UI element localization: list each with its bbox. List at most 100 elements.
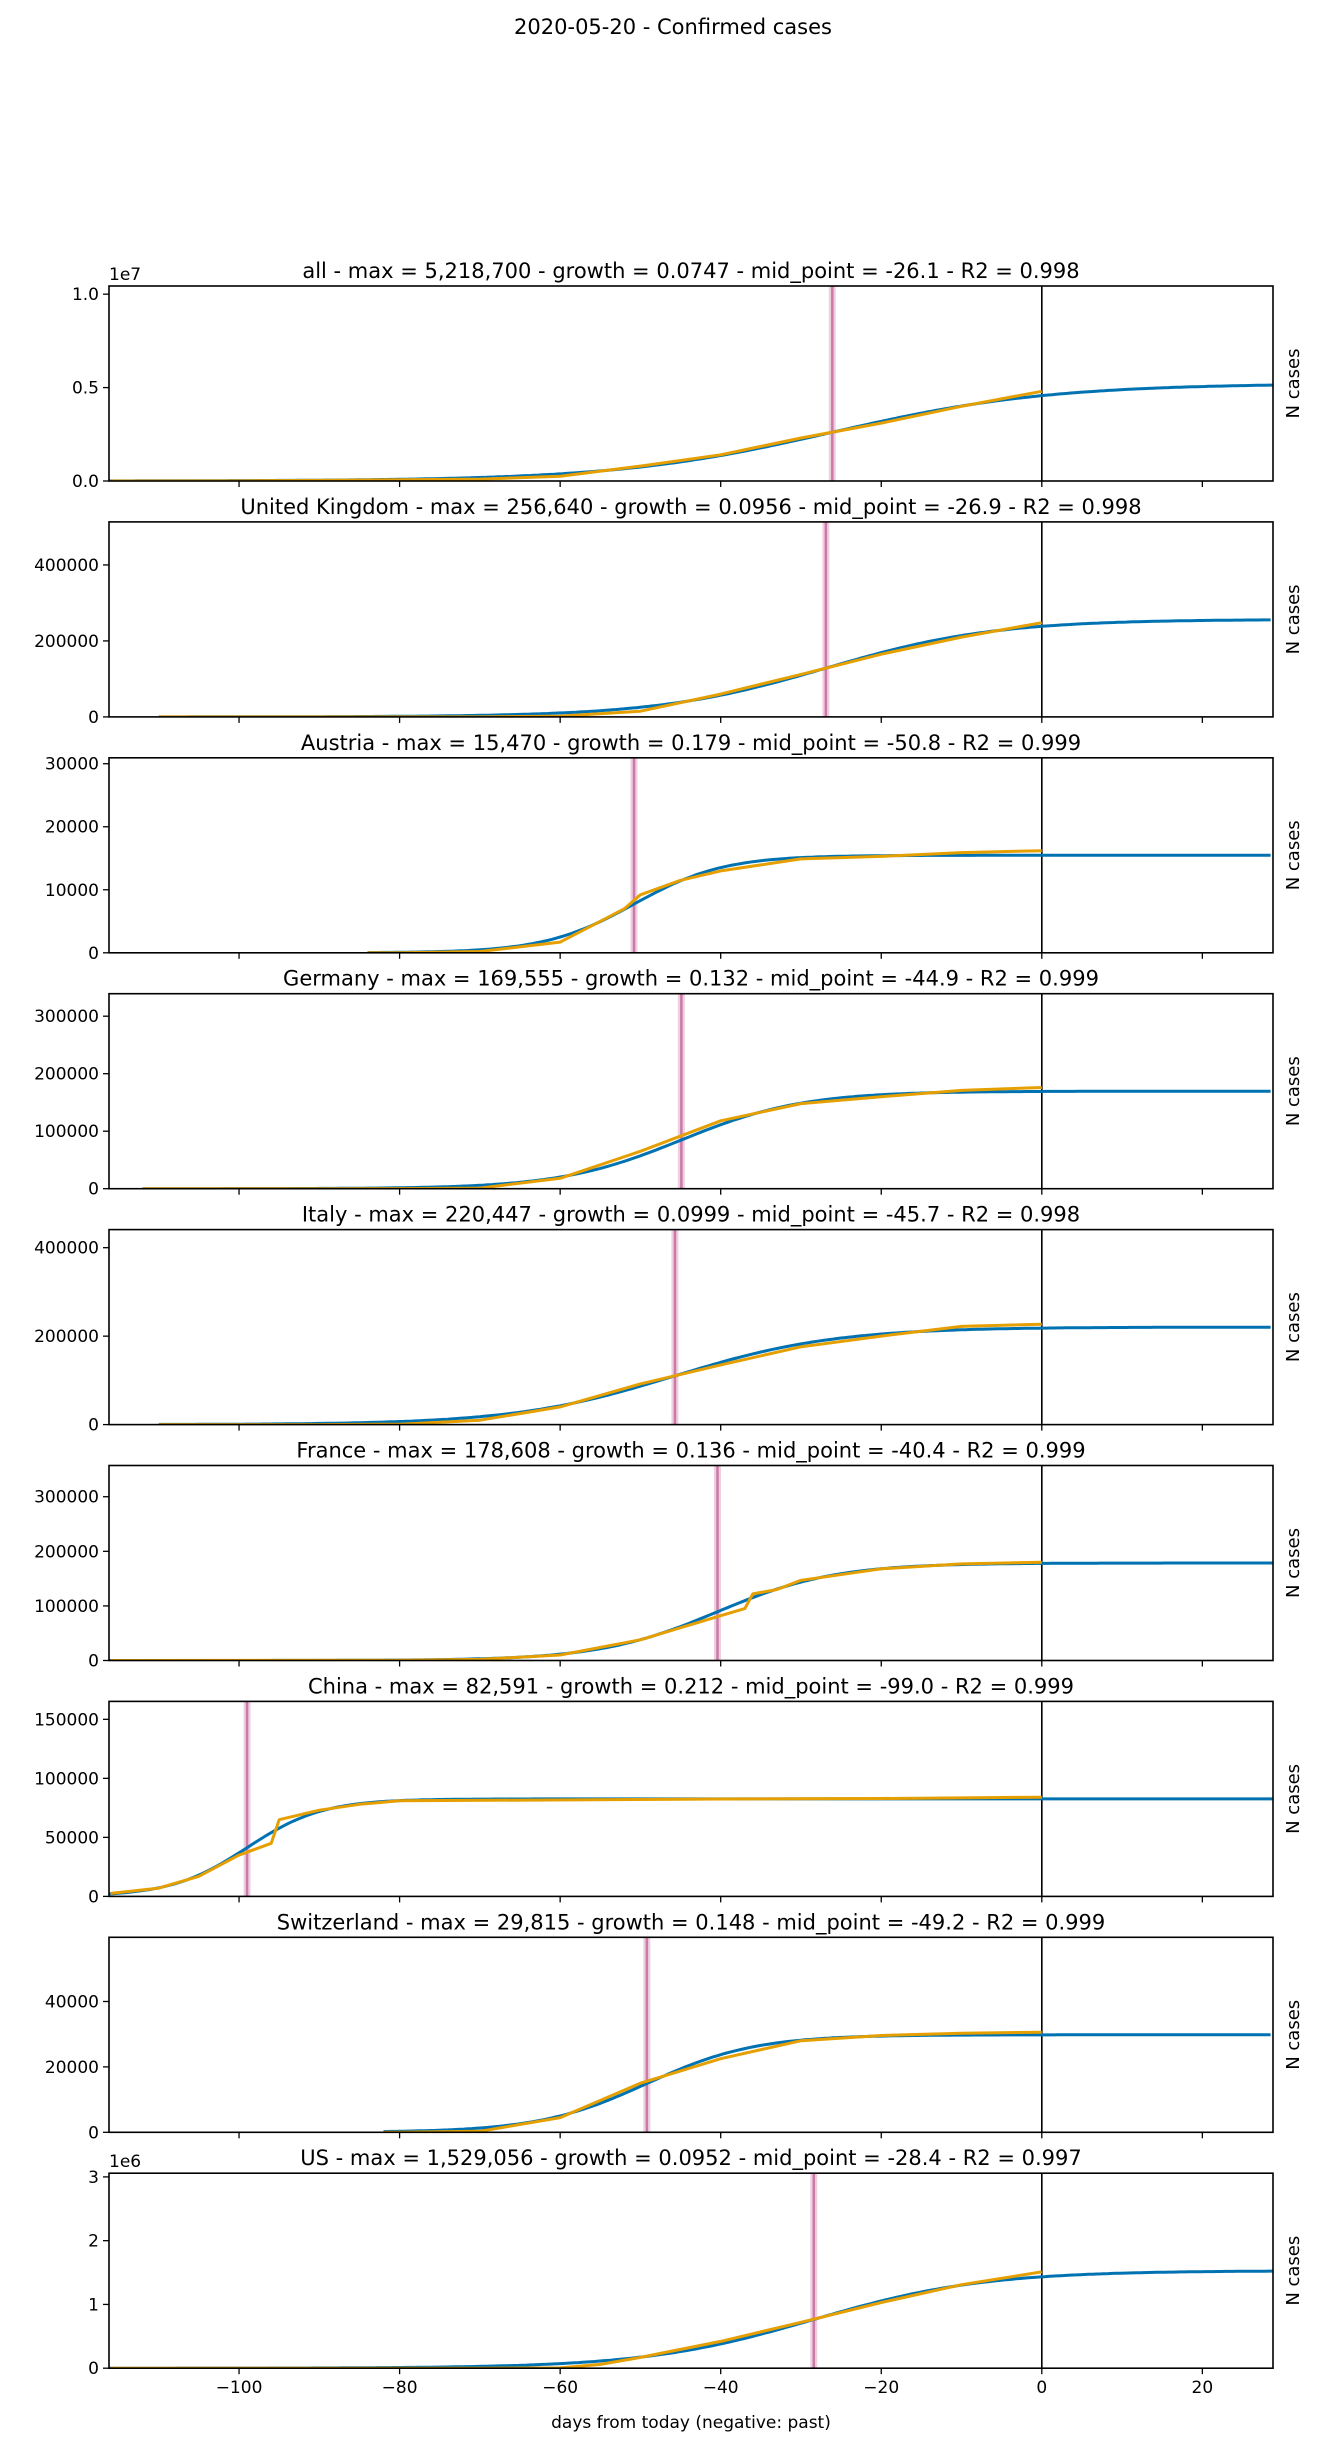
observed-curve [110, 1795, 1042, 1895]
plot-area [109, 286, 1273, 481]
y-axis-label: N cases [1283, 2236, 1304, 2306]
y-axis-label: N cases [1283, 1056, 1304, 1126]
x-tick-label: −80 [382, 2378, 418, 2398]
y-tick-label: 10000 [45, 881, 99, 901]
y-tick-label: 0.5 [72, 379, 99, 399]
y-offset-label: 1e6 [109, 2152, 141, 2172]
x-axis-label: days from today (negative: past) [551, 2413, 831, 2433]
subplot-title: Germany - max = 169,555 - growth = 0.132… [283, 967, 1099, 992]
observed-curve [110, 389, 1043, 481]
y-tick-label: 40000 [45, 1992, 99, 2012]
y-tick-label: 20000 [45, 2058, 99, 2078]
subplot: United Kingdom - max = 256,640 - growth … [34, 495, 1304, 728]
y-axis-label: N cases [1283, 1764, 1304, 1834]
y-tick-label: 400000 [34, 1239, 99, 1259]
y-tick-label: 0 [88, 1887, 99, 1907]
subplot: Switzerland - max = 29,815 - growth = 0.… [45, 1910, 1304, 2143]
subplot-title: China - max = 82,591 - growth = 0.212 - … [308, 1674, 1074, 1699]
subplot: US - max = 1,529,056 - growth = 0.0952 -… [88, 2146, 1304, 2398]
y-tick-label: 1.0 [72, 285, 99, 305]
y-tick-label: 0 [88, 944, 99, 964]
y-axis-label: N cases [1283, 820, 1304, 890]
fit-curve [109, 383, 1273, 481]
subplot-title: Austria - max = 15,470 - growth = 0.179 … [301, 731, 1081, 756]
y-tick-label: 0 [88, 708, 99, 728]
y-tick-label: 0 [88, 1652, 99, 1672]
subplot: China - max = 82,591 - growth = 0.212 - … [34, 1674, 1304, 1907]
axes-frame [108, 521, 1274, 718]
subplot-title: France - max = 178,608 - growth = 0.136 … [296, 1439, 1085, 1464]
y-tick-label: 0 [88, 1416, 99, 1436]
subplot-title: US - max = 1,529,056 - growth = 0.0952 -… [300, 2146, 1081, 2171]
y-tick-label: 0.0 [72, 472, 99, 492]
y-tick-label: 100000 [34, 1122, 99, 1142]
x-tick-label: 20 [1192, 2378, 1214, 2398]
plot-area [158, 521, 1271, 717]
subplot: Austria - max = 15,470 - growth = 0.179 … [45, 731, 1304, 964]
y-tick-label: 100000 [34, 1597, 99, 1617]
axes-frame [108, 756, 1274, 954]
observed-curve [110, 1560, 1042, 1661]
y-tick-label: 30000 [45, 755, 99, 775]
subplot: Italy - max = 220,447 - growth = 0.0999 … [34, 1203, 1304, 1436]
axes-frame [108, 1228, 1274, 1426]
subplot-title: all - max = 5,218,700 - growth = 0.0747 … [302, 259, 1079, 284]
x-tick-label: 0 [1036, 2378, 1047, 2398]
y-tick-label: 200000 [34, 1327, 99, 1347]
subplot-title: Switzerland - max = 29,815 - growth = 0.… [277, 1910, 1106, 1935]
plot-area [109, 1465, 1273, 1661]
fit-curve [109, 2269, 1273, 2369]
axes-frame [108, 992, 1274, 1190]
y-tick-label: 1 [88, 2295, 99, 2315]
y-tick-label: 150000 [34, 1710, 99, 1730]
y-tick-label: 0 [88, 1180, 99, 1200]
axes-frame [108, 2172, 1274, 2369]
fit-curve [109, 1797, 1273, 1896]
y-tick-label: 300000 [34, 1488, 99, 1508]
plot-area [367, 757, 1271, 953]
x-tick-label: −60 [542, 2378, 578, 2398]
observed-curve [158, 621, 1043, 717]
plot-area [109, 1701, 1273, 1897]
observed-curve [367, 849, 1042, 953]
axes-frame [108, 1936, 1274, 2134]
plot-area [109, 2173, 1273, 2369]
x-tick-label: −40 [703, 2378, 739, 2398]
observed-curve [142, 1086, 1042, 1189]
observed-curve [158, 1322, 1042, 1425]
subplots: all - max = 5,218,700 - growth = 0.0747 … [34, 259, 1304, 2398]
fit-curve [383, 2033, 1271, 2133]
y-axis-label: N cases [1283, 1292, 1304, 1362]
subplot: all - max = 5,218,700 - growth = 0.0747 … [72, 259, 1304, 492]
fit-curve [367, 853, 1271, 953]
subplot: France - max = 178,608 - growth = 0.136 … [34, 1439, 1304, 1672]
observed-curve [383, 2030, 1042, 2133]
figure-title: 2020-05-20 - Confirmed cases [514, 15, 832, 39]
y-axis-label: N cases [1283, 1528, 1304, 1598]
subplot-title: Italy - max = 220,447 - growth = 0.0999 … [302, 1203, 1080, 1228]
y-tick-label: 3 [88, 2168, 99, 2188]
y-tick-label: 0 [88, 2359, 99, 2379]
axes-frame [108, 1464, 1274, 1662]
y-tick-label: 200000 [34, 1542, 99, 1562]
y-tick-label: 200000 [34, 632, 99, 652]
y-tick-label: 200000 [34, 1065, 99, 1085]
subplot-title: United Kingdom - max = 256,640 - growth … [240, 495, 1141, 520]
y-axis-label: N cases [1283, 2000, 1304, 2070]
y-tick-label: 50000 [45, 1828, 99, 1848]
x-tick-label: −100 [216, 2378, 263, 2398]
y-axis-label: N cases [1283, 584, 1304, 654]
axes-frame [108, 1700, 1274, 1898]
plot-area [383, 1937, 1271, 2133]
x-tick-label: −20 [863, 2378, 899, 2398]
y-tick-label: 100000 [34, 1769, 99, 1789]
y-tick-label: 400000 [34, 556, 99, 576]
axes-frame [108, 285, 1274, 482]
y-tick-label: 300000 [34, 1007, 99, 1027]
fit-curve [142, 1089, 1271, 1189]
y-axis-label: N cases [1283, 349, 1304, 419]
fit-curve [158, 618, 1271, 717]
y-tick-label: 2 [88, 2232, 99, 2252]
subplot: Germany - max = 169,555 - growth = 0.132… [34, 967, 1304, 1200]
